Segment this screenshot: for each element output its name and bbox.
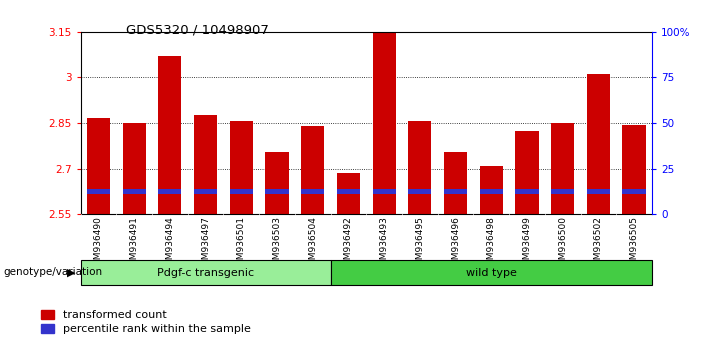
Bar (515, 131, 538, 214)
Legend: transformed count, percentile rank within the sample: transformed count, percentile rank withi… (41, 310, 251, 334)
Text: GSM936496: GSM936496 (451, 216, 460, 272)
Bar (87, 119, 110, 214)
Bar (266, 152, 289, 214)
Text: GSM936500: GSM936500 (558, 216, 567, 272)
Bar (587, 74, 610, 214)
Text: GSM936505: GSM936505 (629, 216, 639, 272)
Bar (551, 189, 574, 194)
Bar (123, 189, 146, 194)
Bar (230, 189, 253, 194)
Bar (301, 126, 325, 214)
Bar (372, 189, 396, 194)
Bar (372, 33, 396, 214)
Bar (408, 189, 431, 194)
Text: Pdgf-c transgenic: Pdgf-c transgenic (157, 268, 254, 278)
Bar (266, 189, 289, 194)
Text: GSM936503: GSM936503 (273, 216, 282, 272)
Text: wild type: wild type (465, 268, 517, 278)
Text: GSM936490: GSM936490 (94, 216, 103, 272)
Text: ▶: ▶ (67, 267, 76, 277)
Bar (158, 189, 182, 194)
Text: GSM936502: GSM936502 (594, 216, 603, 272)
Bar (230, 121, 253, 214)
Bar (444, 189, 467, 194)
Text: GSM936494: GSM936494 (165, 216, 175, 271)
Text: GSM936493: GSM936493 (380, 216, 388, 272)
Bar (336, 173, 360, 214)
Text: GSM936504: GSM936504 (308, 216, 318, 272)
Bar (587, 189, 610, 194)
Text: GSM936491: GSM936491 (130, 216, 139, 272)
Text: GSM936495: GSM936495 (415, 216, 424, 272)
Text: GSM936498: GSM936498 (486, 216, 496, 272)
Bar (81, 260, 331, 285)
Bar (515, 189, 538, 194)
Bar (479, 166, 503, 214)
Bar (622, 189, 646, 194)
Bar (551, 123, 574, 214)
Text: GSM936492: GSM936492 (344, 216, 353, 271)
Bar (194, 115, 217, 214)
Bar (331, 260, 652, 285)
Bar (158, 56, 182, 214)
Bar (408, 121, 431, 214)
Text: GSM936499: GSM936499 (522, 216, 531, 272)
Bar (444, 152, 467, 214)
Text: GSM936497: GSM936497 (201, 216, 210, 272)
Bar (622, 125, 646, 214)
Text: GSM936501: GSM936501 (237, 216, 246, 272)
Bar (301, 189, 325, 194)
Bar (123, 123, 146, 214)
Bar (194, 189, 217, 194)
Bar (87, 189, 110, 194)
Bar (336, 189, 360, 194)
Text: GDS5320 / 10498907: GDS5320 / 10498907 (126, 23, 269, 36)
Text: genotype/variation: genotype/variation (4, 267, 102, 277)
Bar (479, 189, 503, 194)
